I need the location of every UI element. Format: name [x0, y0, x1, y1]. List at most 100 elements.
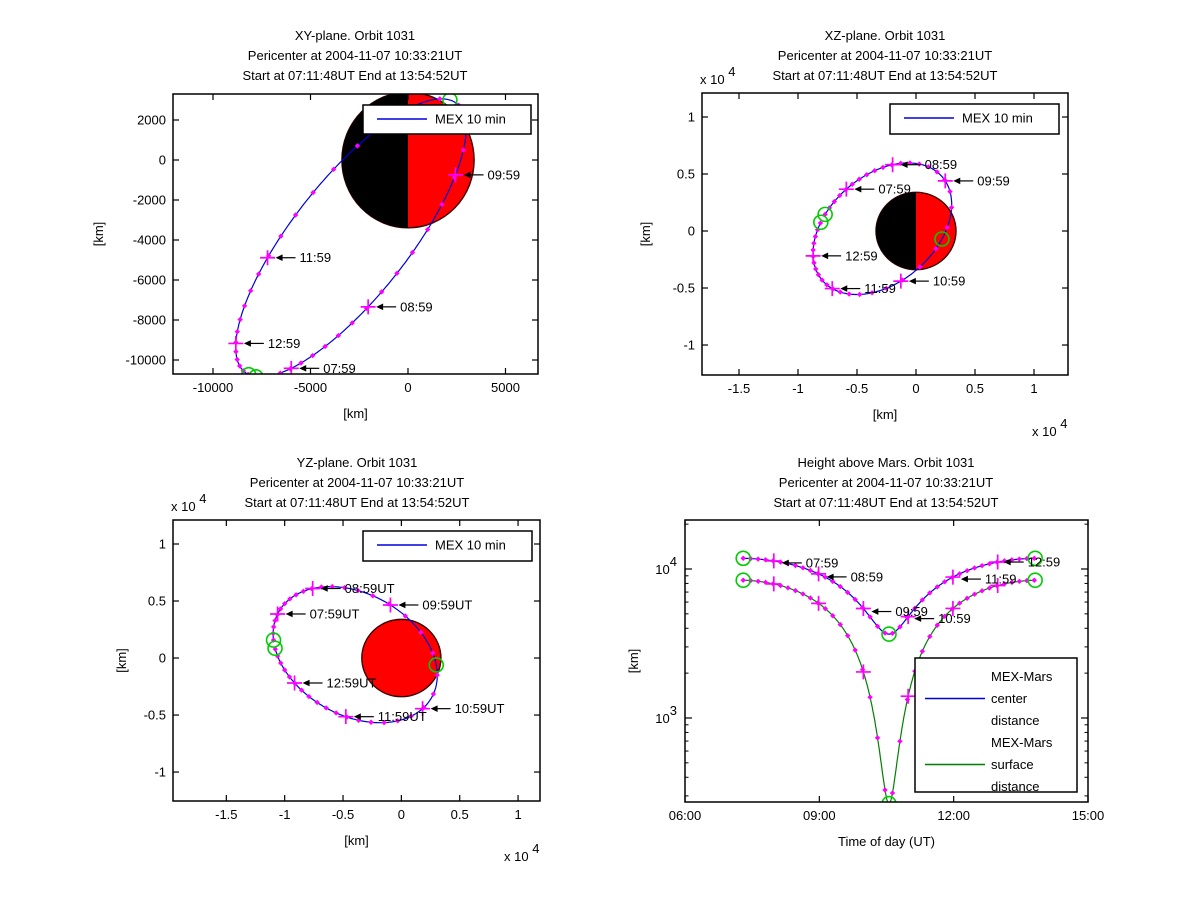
event-circle-icon [934, 231, 950, 247]
axes-box [684, 519, 1089, 803]
ten-min-marker-icon [792, 562, 799, 569]
event-circle-icon [735, 572, 752, 589]
ten-min-marker-icon [927, 590, 933, 596]
ten-min-marker-icon [274, 653, 281, 659]
time-annotation: 10:59 [908, 274, 965, 289]
event-circle-icon [265, 632, 282, 648]
ten-min-marker-icon [460, 147, 467, 153]
hour-marker-icon [990, 554, 1006, 570]
y-tick-label: 0 [159, 651, 166, 666]
hour-marker-icon [260, 250, 276, 266]
hour-marker-icon [855, 601, 871, 617]
ten-min-marker-icon [740, 577, 746, 583]
y-tick-label: -0.5 [144, 708, 166, 723]
time-annotation: 07:59UT [285, 606, 360, 621]
legend-label: distance [991, 713, 1039, 728]
arrow-left-icon [908, 277, 916, 285]
time-annotation-label: 12:59UT [327, 675, 377, 690]
arrow-left-icon [430, 705, 438, 712]
ten-min-marker-icon [260, 374, 265, 379]
x-tick-label: -1 [792, 381, 804, 396]
legend-label: center [991, 691, 1028, 706]
ten-min-marker-icon [986, 585, 993, 591]
ten-min-marker-icon [247, 288, 254, 294]
y-tick-label: -10000 [126, 353, 166, 368]
ten-min-marker-icon [864, 171, 870, 178]
hour-marker-icon [338, 709, 354, 725]
arrow-left-icon [299, 365, 307, 372]
legend-label: MEX-Mars [991, 735, 1053, 750]
hour-marker-icon [766, 576, 782, 592]
hour-marker-icon [900, 688, 916, 704]
ten-min-marker-icon [822, 605, 829, 612]
arrow-left-icon [353, 713, 361, 720]
ten-min-marker-icon [811, 260, 817, 266]
xz-plane-content [805, 157, 957, 298]
x-tick-label: -10000 [193, 380, 233, 395]
height-above-mars-content [735, 550, 1043, 802]
legend-box [362, 530, 533, 562]
ten-min-marker-icon [956, 600, 963, 606]
ten-min-marker-icon [933, 246, 939, 252]
ten-min-marker-icon [310, 189, 316, 196]
ten-min-marker-icon [852, 647, 858, 653]
legend-label: surface [991, 757, 1034, 772]
time-annotation: 12:59UT [302, 675, 377, 690]
legend-label: MEX 10 min [962, 111, 1033, 126]
time-annotation: 07:59 [854, 182, 911, 197]
x-tick-label: 09:00 [803, 808, 836, 823]
ten-min-marker-icon [370, 593, 376, 599]
ten-min-marker-icon [867, 614, 873, 620]
ten-min-marker-icon [927, 633, 933, 640]
hour-marker-icon [824, 281, 840, 297]
arrow-left-icon [243, 340, 251, 347]
sci-note: x 10 4 [171, 491, 206, 514]
ten-min-marker-icon [948, 204, 955, 211]
ten-min-marker-icon [942, 613, 948, 620]
ten-min-marker-icon [971, 565, 978, 571]
ten-min-marker-icon [272, 617, 278, 624]
hour-marker-icon [937, 173, 953, 189]
y-tick-label: -2000 [133, 193, 166, 208]
x-tick-label: 15:00 [1072, 808, 1105, 823]
plot-title-line: Start at 07:11:48UT End at 13:54:52UT [774, 495, 999, 510]
hour-marker-icon [811, 595, 827, 611]
ten-min-marker-icon [856, 291, 863, 298]
event-circle-icon [267, 640, 283, 657]
ten-min-marker-icon [355, 587, 361, 594]
ten-min-marker-icon [237, 316, 243, 323]
ten-min-marker-icon [418, 629, 424, 636]
arrow-left-icon [302, 679, 310, 687]
legend-label: MEX-Mars [991, 669, 1053, 684]
ten-min-marker-icon [934, 169, 940, 175]
ten-min-marker-icon [293, 592, 299, 598]
ten-min-marker-icon [282, 600, 288, 607]
event-circle-icon [428, 657, 445, 673]
time-annotation: 10:59UT [430, 701, 505, 716]
ten-min-marker-icon [812, 233, 819, 240]
time-annotation-label: 07:59 [323, 361, 356, 376]
ten-min-marker-icon [335, 332, 342, 339]
time-annotation-label: 09:59 [488, 167, 521, 182]
ten-min-marker-icon [912, 605, 918, 611]
ten-min-marker-icon [762, 557, 769, 563]
x-tick-label: 1 [514, 807, 521, 822]
time-annotation-label: 08:59UT [345, 581, 395, 596]
time-annotation-label: 11:59 [300, 250, 332, 265]
ten-min-marker-icon [871, 168, 878, 174]
hour-marker-icon [885, 157, 901, 173]
y-tick-label: 2000 [137, 113, 166, 128]
event-circle-icon [1027, 572, 1043, 589]
ten-min-marker-icon [437, 96, 443, 102]
arrow-left-icon [285, 610, 293, 618]
ten-min-marker-icon [278, 233, 284, 239]
xy-plane-content [228, 94, 475, 379]
ten-min-marker-icon [830, 613, 836, 619]
hour-marker-icon [270, 606, 286, 622]
orbit-path [812, 162, 953, 296]
y-tick-label: -6000 [133, 273, 166, 288]
ten-min-marker-icon [314, 699, 320, 706]
y-axis-label: [km] [114, 648, 129, 673]
hour-marker-icon [990, 578, 1006, 594]
ten-min-marker-icon [253, 374, 258, 379]
